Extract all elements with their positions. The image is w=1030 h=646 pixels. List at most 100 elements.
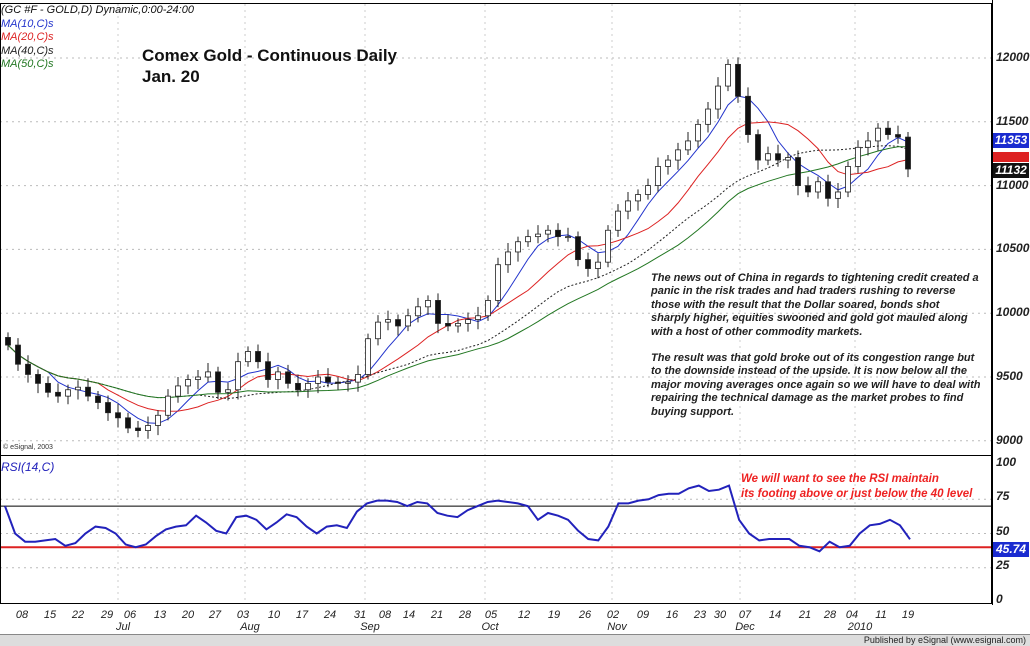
candle (715, 77, 721, 119)
x-tick-label: 08 (16, 609, 29, 621)
candle-body (265, 361, 271, 380)
candle (505, 243, 511, 273)
price-tick-label: 12000 (996, 50, 1030, 64)
x-tick-label: 15 (44, 609, 57, 621)
candle (295, 374, 301, 397)
x-tick-label: 13 (154, 609, 167, 621)
candle-body (635, 194, 641, 202)
candle-body (345, 381, 351, 384)
candle-body (305, 382, 311, 391)
candle (385, 310, 391, 331)
candle (675, 142, 681, 170)
candle (315, 369, 321, 394)
candle-body (725, 63, 731, 87)
candle-body (865, 140, 871, 148)
candle-body (95, 395, 101, 403)
candle (645, 178, 651, 200)
candle-body (525, 236, 531, 243)
candle-body (315, 376, 321, 384)
candle (165, 389, 171, 421)
rsi-tick-label: 100 (996, 455, 1017, 469)
price-tick-label: 9500 (996, 369, 1023, 383)
chart-date: Jan. 20 (142, 67, 200, 86)
candle (545, 225, 551, 243)
candle-body (855, 146, 861, 167)
publisher-credit: Published by eSignal (www.esignal.com) (863, 635, 1026, 645)
candle (395, 314, 401, 336)
x-tick-label: 04 (846, 609, 858, 621)
rsi-tick-label: 25 (996, 557, 1010, 572)
candle-body (365, 338, 371, 375)
candle-body (45, 382, 51, 393)
candle (845, 161, 851, 198)
candle-body (475, 315, 481, 320)
candle-body (845, 166, 851, 193)
candle-body (445, 323, 451, 327)
candle (855, 140, 861, 174)
candle-body (145, 425, 151, 431)
commentary-p1: The news out of China in regards to tigh… (651, 272, 979, 338)
candle (585, 252, 591, 277)
candle-body (125, 417, 131, 429)
frame (0, 0, 993, 605)
candle (215, 366, 221, 399)
x-tick-label: 21 (430, 609, 443, 621)
candle-body (15, 344, 21, 365)
candle-body (435, 300, 441, 324)
candle (745, 87, 751, 143)
rsi-tick-label: 50 (996, 523, 1010, 538)
candle-body (325, 376, 331, 383)
candle-body (585, 259, 591, 269)
candle-body (595, 261, 601, 269)
candle-body (875, 127, 881, 142)
candle-body (615, 210, 621, 231)
candle-body (825, 181, 831, 199)
candle-body (195, 376, 201, 380)
candle-body (235, 361, 241, 391)
candle (235, 352, 241, 400)
legend-ma40: MA(40,C)s (1, 45, 54, 57)
candle-body (555, 229, 561, 238)
price-tick-label: 11500 (996, 113, 1029, 128)
candle (695, 119, 701, 148)
x-tick-label: 27 (208, 609, 222, 621)
candle (835, 183, 841, 209)
candle (445, 314, 451, 332)
price-tick-label: 11000 (996, 177, 1029, 192)
candle-body (785, 157, 791, 161)
rsi-note-line1: We will want to see the RSI maintain (741, 473, 939, 485)
candle-body (625, 200, 631, 212)
candle (455, 318, 461, 333)
candle (265, 352, 271, 388)
candle-body (115, 412, 121, 419)
rsi-panel (0, 484, 992, 553)
x-tick-label: 06 (124, 609, 137, 621)
candle-body (565, 236, 571, 239)
candle (605, 225, 611, 268)
candle (895, 125, 901, 144)
x-tick-label: 17 (296, 609, 309, 621)
candle (35, 369, 41, 394)
candle (875, 123, 881, 151)
candle-body (25, 363, 31, 375)
candle (365, 333, 371, 380)
candle-body (605, 229, 611, 263)
candle-body (425, 300, 431, 308)
candle (475, 306, 481, 330)
candle (55, 383, 61, 403)
candle (685, 132, 691, 155)
x-tick-label: 19 (548, 609, 560, 621)
month-label: Nov (607, 621, 628, 633)
candle-body (765, 153, 771, 161)
candle (175, 377, 181, 403)
candle-body (495, 264, 501, 301)
candle-body (655, 166, 661, 187)
candle-body (885, 127, 891, 135)
candle (205, 362, 211, 383)
symbol-header: (GC #F - GOLD,D) Dynamic,0:00-24:00 (1, 4, 194, 16)
candles (5, 57, 911, 439)
candle-body (335, 381, 341, 384)
x-axis: 08 15 22 29 06 13 20 27 03 10 17 24 31 08 14 21 28 05 12 19… (16, 609, 914, 633)
x-tick-label: 02 (607, 609, 619, 621)
